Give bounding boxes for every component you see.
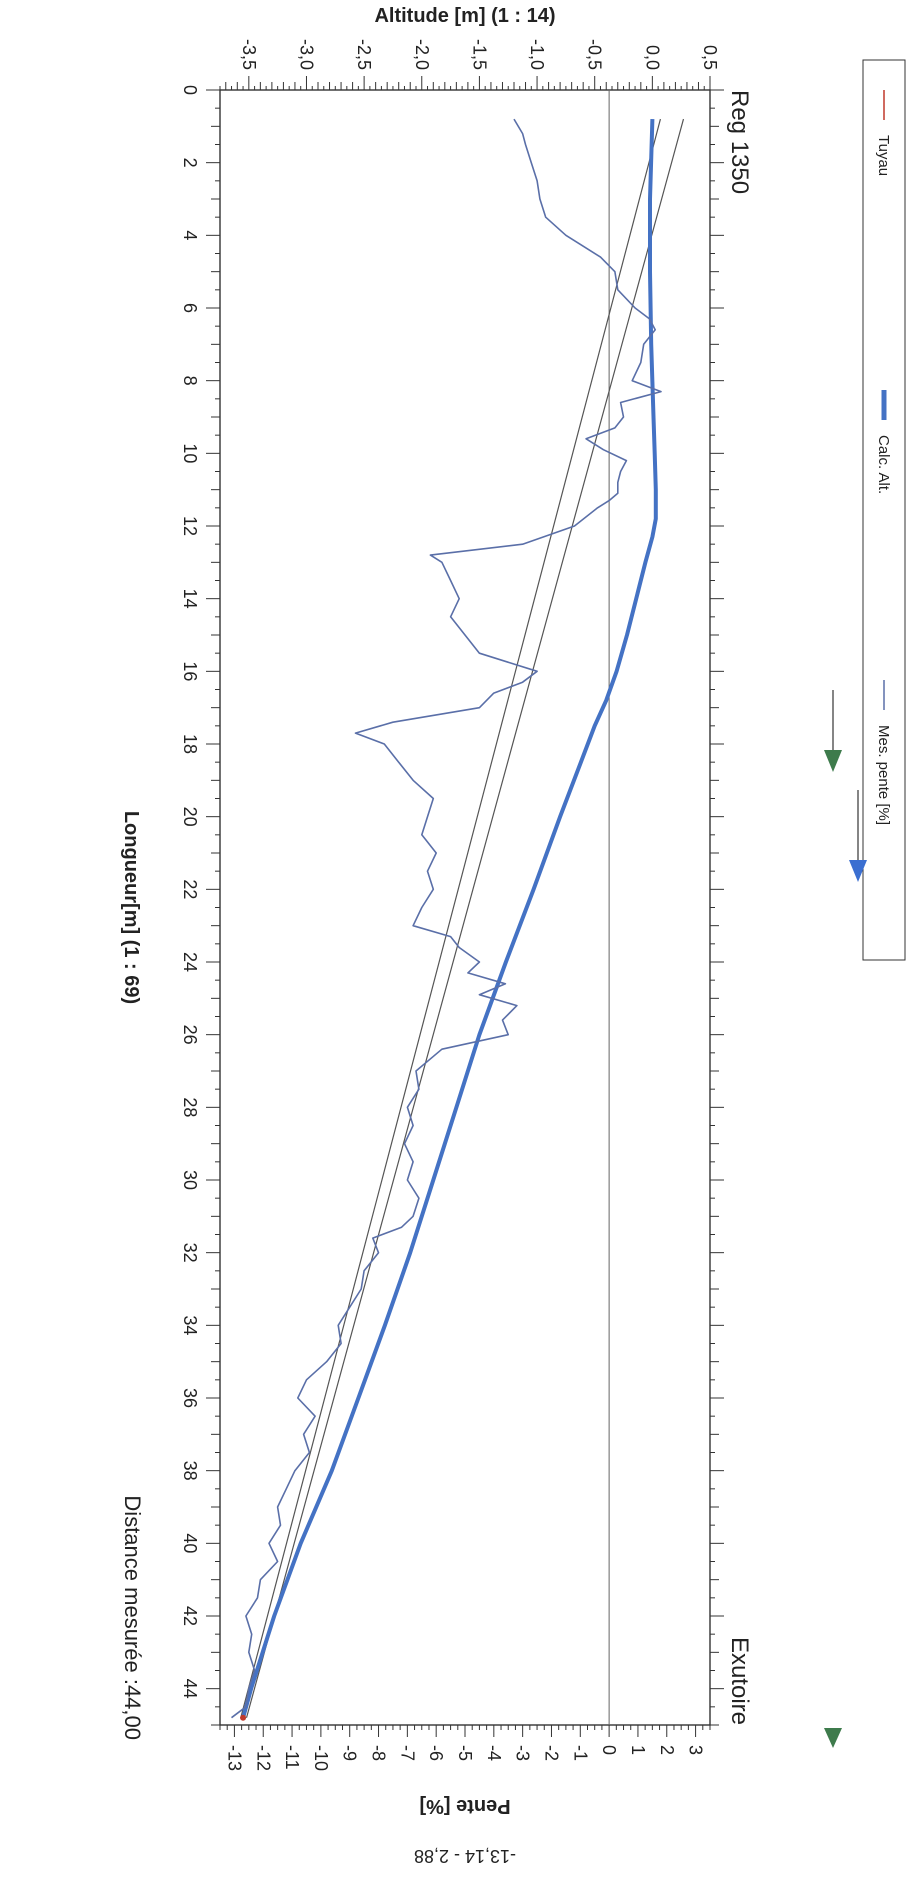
distance-label: Distance mesurée :44,00 [120,1495,145,1740]
y-left-tick-label: -0,5 [585,39,605,70]
x-axis-title: Longueur[m] (1 : 69) [120,811,142,1004]
x-tick-label: 38 [180,1461,200,1481]
x-tick-label: 42 [180,1606,200,1626]
x-tick-label: 44 [180,1679,200,1699]
y-right-tick-label: -5 [455,1745,475,1761]
x-tick-label: 16 [180,661,200,681]
y-right-tick-label: 2 [657,1745,677,1755]
x-tick-label: 0 [180,85,200,95]
reference-line-2 [240,118,662,1718]
x-tick-label: 6 [180,303,200,313]
x-tick-label: 10 [180,443,200,463]
y-right-tick-label: -2 [541,1745,561,1761]
start-label: Reg 1350 [726,90,753,194]
y-right-tick-label: -8 [369,1745,389,1761]
x-tick-label: 12 [180,516,200,536]
y-left-axis-title: Altitude [m] (1 : 14) [374,5,555,27]
y-right-tick-label: -1 [570,1745,590,1761]
y-right-tick-label: -11 [282,1745,302,1770]
slope-range-label: -13,14 - 2,88 [414,1846,516,1866]
x-tick-label: 8 [180,376,200,386]
y-right-tick-label: -12 [253,1745,273,1771]
y-left-tick-label: 0,0 [642,45,662,70]
y-right-tick-label: -6 [426,1745,446,1761]
y-left-tick-label: 0,5 [700,45,720,70]
y-right-axis-title: Pente [%] [419,1795,510,1817]
end-label: Exutoire [726,1637,753,1725]
y-right-tick-label: 3 [686,1745,706,1755]
y-left-tick-label: -2,0 [412,39,432,70]
x-tick-label: 28 [180,1097,200,1117]
x-tick-label: 18 [180,734,200,754]
y-right-tick-label: -4 [484,1745,504,1761]
x-tick-label: 4 [180,230,200,240]
y-right-tick-label: 1 [628,1745,648,1755]
y-right-tick-label: 0 [599,1745,619,1755]
outlet-point [240,1714,247,1721]
y-right-tick-label: -10 [311,1745,331,1771]
x-tick-label: 20 [180,807,200,827]
y-right-tick-label: -7 [397,1745,417,1761]
legend-label-1: Tuyau [875,135,892,176]
reference-line-1 [245,118,685,1718]
x-tick-label: 26 [180,1025,200,1045]
flow-arrow-green-head [824,750,842,772]
y-left-tick-label: -2,5 [354,39,374,70]
y-left-tick-label: -1,0 [527,39,547,70]
x-tick-label: 24 [180,952,200,972]
x-tick-label: 40 [180,1533,200,1553]
y-left-tick-label: -3,5 [239,39,259,70]
y-left-tick-label: -3,0 [296,39,316,70]
x-tick-label: 2 [180,158,200,168]
outlet-arrow-head [824,1728,842,1748]
calc-alt-line [241,119,658,1719]
y-left-tick-label: -1,5 [469,39,489,70]
plot-frame [219,89,711,1726]
x-tick-label: 14 [180,589,200,609]
x-tick-label: 22 [180,879,200,899]
y-right-tick-label: -13 [224,1745,244,1771]
legend-label-3: Mes. pente [%] [875,725,892,825]
x-tick-label: 30 [180,1170,200,1190]
legend-box [862,59,906,961]
flow-arrow-blue-head [849,860,867,882]
y-right-tick-label: -3 [513,1745,533,1761]
x-tick-label: 32 [180,1243,200,1263]
x-tick-label: 36 [180,1388,200,1408]
y-right-tick-label: -9 [340,1745,360,1761]
x-tick-label: 34 [180,1315,200,1335]
legend-label-2: Calc. Alt. [875,435,892,494]
mes-pente-line [231,118,662,1719]
